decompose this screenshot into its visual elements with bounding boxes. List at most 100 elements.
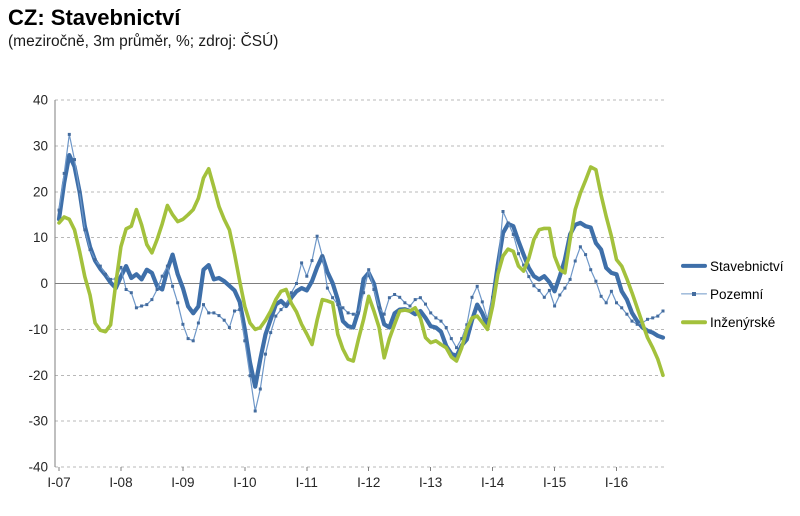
series-pozemni-marker (455, 346, 458, 350)
series-pozemni-marker (253, 409, 257, 413)
series-pozemni-marker (289, 291, 293, 295)
series-pozemni-marker (547, 288, 551, 292)
series-pozemni-marker (104, 272, 107, 276)
series-pozemni-marker (367, 268, 371, 272)
series-pozemni-marker (615, 301, 618, 305)
series-pozemni-marker (73, 158, 76, 162)
series-pozemni-marker (511, 232, 515, 236)
x-tick-label: I-15 (543, 475, 566, 490)
series-pozemni-marker (284, 303, 288, 307)
series-pozemni-marker (325, 286, 329, 290)
chart-subtitle: (meziročně, 3m průměr, %; zdroj: ČSÚ) (8, 33, 279, 50)
series-pozemni-marker (646, 317, 649, 321)
series-pozemni-marker (191, 339, 195, 343)
x-tick-label: I-08 (109, 475, 132, 490)
series-pozemni-marker (310, 259, 314, 263)
series-pozemni-marker (377, 306, 381, 310)
series-pozemni-marker (393, 293, 397, 296)
series-pozemni-marker (475, 284, 479, 288)
series-pozemni-marker (57, 208, 61, 212)
y-tick-label: -30 (28, 414, 48, 429)
series-pozemni-marker (578, 245, 582, 249)
series-pozemni-marker (243, 339, 247, 343)
legend-item-stavebnictvi: Stavebnictví (681, 252, 784, 280)
series-pozemni-marker (356, 311, 360, 315)
series-pozemni-marker (124, 288, 128, 291)
series-pozemni-marker (609, 289, 613, 293)
series-pozemni-marker (155, 288, 159, 291)
legend-swatch-inzenyrske-line-icon (681, 317, 707, 327)
series-pozemni-marker (176, 301, 180, 305)
series-pozemni-marker (217, 314, 221, 318)
series-pozemni-marker (517, 252, 520, 256)
series-pozemni-marker (264, 352, 267, 356)
y-tick-label: 20 (33, 184, 48, 199)
series-pozemni-marker (98, 264, 102, 268)
series-pozemni-marker (439, 319, 443, 323)
series-pozemni-marker (186, 337, 190, 341)
x-tick-label: I-11 (296, 475, 318, 490)
series-pozemni-marker (413, 298, 417, 302)
series-pozemni-marker (212, 311, 216, 315)
series-pozemni-marker (522, 263, 526, 267)
series-pozemni-marker (558, 293, 562, 297)
legend-swatch-pozemni-line-icon (681, 289, 707, 299)
series-pozemni-marker (67, 132, 71, 136)
series-pozemni-marker (625, 312, 629, 316)
series-pozemni-marker (227, 326, 231, 329)
series-pozemni-marker (129, 291, 133, 295)
series-pozemni-marker (78, 190, 82, 194)
series-pozemni-marker (486, 317, 489, 321)
x-tick-label: I-12 (357, 475, 380, 490)
series-pozemni-marker (594, 279, 598, 283)
series-pozemni-marker (320, 254, 324, 258)
series-pozemni-marker (382, 312, 386, 316)
x-tick-label: I-14 (481, 475, 505, 490)
series-pozemni-marker (661, 309, 665, 313)
legend-item-inzenyrske: Inženýrské (681, 308, 784, 336)
series-stavebnictvi-line (56, 153, 666, 389)
series-pozemni-marker (134, 306, 138, 310)
series-pozemni-marker (109, 277, 113, 281)
series-pozemni-marker (248, 374, 252, 378)
y-tick-label: -20 (28, 368, 48, 383)
y-tick-label: 30 (33, 138, 48, 153)
series-pozemni-marker (656, 314, 660, 318)
series-pozemni-marker (83, 228, 87, 232)
series-pozemni-marker (527, 275, 531, 279)
y-tick-label: 0 (40, 276, 48, 291)
y-tick-label: 10 (33, 230, 48, 245)
series-pozemni-marker (150, 298, 154, 302)
series-pozemni-marker (341, 306, 345, 310)
series-pozemni-marker (444, 326, 448, 329)
series-inzenyrske-line (57, 165, 665, 378)
series-pozemni-marker (599, 294, 603, 298)
series-pozemni-marker (140, 304, 144, 308)
series-pozemni-marker (424, 302, 427, 306)
series-pozemni-marker (387, 296, 391, 300)
series-pozemni-marker (336, 303, 340, 307)
series-pozemni-marker (233, 309, 236, 313)
series-pozemni-marker (181, 322, 185, 326)
x-tick-label: I-16 (605, 475, 628, 490)
series-pozemni-marker (460, 337, 464, 341)
legend-label: Stavebnictví (710, 258, 784, 274)
series-pozemni-marker (429, 311, 433, 315)
series-pozemni-marker (207, 311, 211, 315)
series-pozemni-marker (351, 312, 355, 316)
series-pozemni-marker (171, 284, 175, 288)
series-pozemni-marker (403, 301, 407, 305)
series-pozemni-marker (274, 314, 278, 318)
series-pozemni-marker (635, 322, 639, 326)
series-pozemni-marker (532, 284, 536, 288)
series-pozemni-marker (238, 308, 242, 312)
series-pozemni-marker (145, 303, 149, 307)
series-pozemni-marker (651, 316, 655, 320)
series-pozemni-marker (93, 258, 97, 262)
series-pozemni-marker (573, 259, 577, 263)
x-tick-label: I-13 (419, 475, 442, 490)
series-pozemni-marker (398, 295, 402, 299)
series-pozemni-marker (470, 295, 474, 299)
series-pozemni-marker (604, 301, 608, 305)
